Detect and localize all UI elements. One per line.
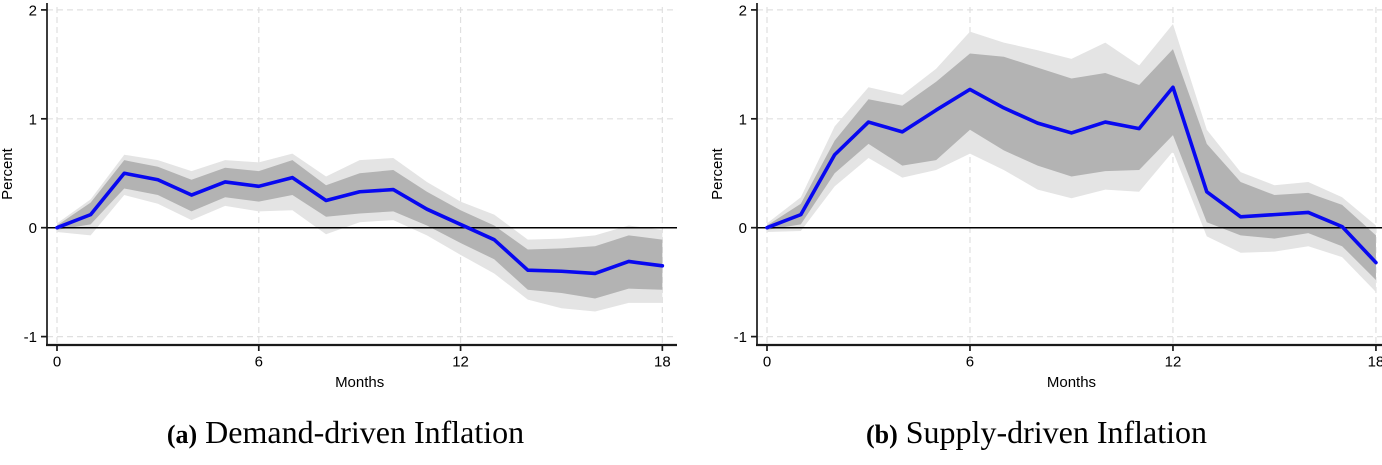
x-tick-label: 12: [452, 354, 469, 371]
panel-b-caption: (b) Supply-driven Inflation: [691, 414, 1382, 451]
panel-a-caption: (a) Demand-driven Inflation: [0, 414, 691, 451]
x-tick-label: 0: [763, 354, 771, 371]
y-tick-label: 1: [29, 111, 37, 128]
response-line: [765, 85, 1378, 265]
y-axis-title: Percent: [0, 147, 16, 200]
panel-a-caption-title: Demand-driven Inflation: [205, 414, 525, 450]
x-tick-label: 6: [966, 354, 974, 371]
chart-panel-supply: -1 0 1 2 0 6 12 18 Months Percent: [691, 0, 1382, 400]
x-axis-title: Months: [1047, 374, 1096, 391]
x-tick-label: 18: [1368, 354, 1382, 371]
y-tick-label: 1: [739, 111, 747, 128]
inner-confidence-band: [767, 49, 1376, 280]
response-line: [55, 171, 665, 276]
inner-confidence-band: [57, 160, 663, 299]
x-tick-label: 6: [255, 354, 263, 371]
panel-b-caption-title: Supply-driven Inflation: [905, 414, 1208, 450]
y-tick-label: 2: [29, 2, 37, 19]
y-tick-label: -1: [734, 329, 747, 346]
chart-panel-demand: -1 0 1 2 0 6 12 18 Months Percent: [0, 0, 691, 400]
panel-a-caption-tag: (a): [166, 420, 198, 449]
panel-b-caption-tag: (b): [865, 420, 898, 449]
y-axis-title: Percent: [709, 147, 726, 200]
x-tick-label: 18: [654, 354, 671, 371]
y-tick-label: -1: [24, 329, 37, 346]
x-axis-title: Months: [335, 374, 384, 391]
y-tick-label: 0: [739, 220, 747, 237]
y-tick-label: 0: [29, 220, 37, 237]
x-tick-label: 0: [53, 354, 61, 371]
x-tick-label: 12: [1165, 354, 1182, 371]
y-tick-label: 2: [739, 2, 747, 19]
